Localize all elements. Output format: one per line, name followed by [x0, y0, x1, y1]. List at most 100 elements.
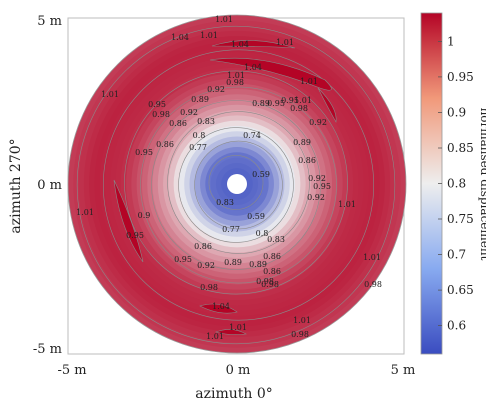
contour-line: [151, 100, 321, 270]
contour-label: 0.98: [290, 104, 308, 113]
contour-label: 0.98: [261, 280, 279, 289]
contour-label: 0.59: [252, 170, 270, 179]
contour-line: [194, 140, 283, 230]
contour-label: 0.92: [308, 174, 326, 183]
contour-line: [103, 49, 374, 321]
contour-label: 0.98: [226, 78, 244, 87]
contour-label: 0.86: [263, 267, 281, 276]
contour-label: 0.8: [193, 131, 206, 140]
center-hole: [227, 174, 247, 194]
x-tick-label: -5 m: [57, 363, 86, 378]
contour-label: 1.01: [294, 96, 312, 105]
x-tick-label: 0 m: [226, 363, 251, 378]
colorbar-tick-label: 0.9: [447, 106, 466, 120]
contour-label: 0.89: [252, 99, 270, 108]
contour-boundary: [67, 14, 407, 354]
x-tick-label: 5 m: [391, 363, 416, 378]
contour-label: 0.89: [191, 95, 209, 104]
x-axis-label: azimuth 0°: [195, 386, 273, 402]
lobe-right-upper: [317, 87, 337, 123]
axes: -5 m 0 m 5 m 5 m 0 m -5 m azimuth 0° azi…: [8, 14, 415, 402]
contour-line: [76, 25, 396, 345]
contour-label: 0.92: [309, 118, 327, 127]
plot-area: 1.011.04 1.011.04 1.011.011.041.010.98 1.01…: [67, 14, 407, 355]
contour-label: 0.86: [169, 119, 187, 128]
colorbar-tick-label: 0.65: [447, 283, 474, 297]
contour-label: 1.04: [244, 63, 262, 72]
contour-label: 0.95: [148, 100, 166, 109]
contour-label: 0.95: [174, 255, 192, 264]
y-tick-label: 5 m: [37, 14, 62, 29]
contour-label: 0.89: [293, 138, 311, 147]
contour-label: 0.95: [126, 231, 144, 240]
contour-label: 0.86: [263, 252, 281, 261]
contour-label: 0.74: [243, 131, 261, 140]
contour-label: 0.9: [138, 211, 151, 220]
contour-line: [140, 86, 337, 284]
contour-line: [208, 155, 264, 210]
colorbar: 0.6 0.65 0.7 0.75 0.8 0.85 0.9 0.95 1 normalised…: [420, 12, 486, 355]
contour-label: 1.01: [200, 31, 218, 40]
colorbar-tick-label: 1: [447, 34, 455, 48]
contour-label: 1.04: [171, 33, 189, 42]
contour-label: 0.95: [267, 99, 285, 108]
contour-label: 0.98: [256, 277, 274, 286]
contour-label: 1.01: [363, 253, 381, 262]
contour-label: 1.01: [227, 71, 245, 80]
colorbar-tick-label: 0.6: [447, 319, 466, 333]
lobe-top: [211, 40, 296, 49]
contour-label: 0.92: [197, 261, 215, 270]
colorbar-tick-label: 0.85: [447, 141, 474, 155]
contour-label: 1.01: [300, 77, 318, 86]
contour-label: 0.86: [156, 140, 174, 149]
contour-label: 0.98: [291, 330, 309, 339]
contour-line: [167, 111, 310, 254]
contour-label: 0.98: [152, 110, 170, 119]
contour-label: 1.01: [215, 15, 233, 24]
contour-labels: 1.011.04 1.011.04 1.011.011.041.010.98 1.01…: [76, 15, 382, 341]
contour-label: 0.86: [298, 156, 316, 165]
contour-label: 0.89: [249, 260, 267, 269]
contour-line: [178, 127, 294, 243]
colorbar-tick-label: 0.75: [447, 212, 474, 226]
contour-label: 1.01: [76, 208, 94, 217]
contour-label: 0.83: [216, 198, 234, 207]
lobe-left: [113, 179, 144, 263]
contour-label: 0.77: [222, 225, 240, 234]
lobe-upper: [209, 57, 332, 91]
contour-label: 0.59: [247, 212, 265, 221]
contour-label: 0.92: [180, 108, 198, 117]
contour-label: 0.95: [281, 96, 299, 105]
contour-label: 0.98: [364, 280, 382, 289]
contour-label: 0.92: [207, 85, 225, 94]
lobe-bottom: [199, 303, 238, 314]
contour-label: 0.83: [267, 235, 285, 244]
contour-label: 0.98: [200, 283, 218, 292]
contour-label: 0.95: [313, 182, 331, 191]
contour-label: 1.01: [293, 316, 311, 325]
contour-label: 1.01: [101, 90, 119, 99]
y-tick-label: -5 m: [33, 342, 62, 357]
contour-label: 0.77: [189, 143, 207, 152]
contour-label: 1.04: [231, 40, 249, 49]
contour-label: 0.8: [256, 229, 269, 238]
contour-label: 0.95: [135, 148, 153, 157]
contour-label: 0.89: [224, 258, 242, 267]
y-axis-label: azimuth 270°: [8, 138, 24, 233]
colorbar-tick-label: 0.7: [447, 248, 466, 262]
contour-label: 1.01: [276, 38, 294, 47]
contour-label: 1.01: [229, 323, 247, 332]
lobe-bottom-small: [215, 329, 247, 335]
colorbar-label: normalised displacement: [478, 108, 486, 261]
colorbar-tick-label: 0.8: [447, 177, 466, 191]
colorbar-ticks: 0.6 0.65 0.7 0.75 0.8 0.85 0.9 0.95 1: [438, 34, 474, 333]
contour-label: 0.83: [197, 117, 215, 126]
contour-label: 1.04: [212, 302, 230, 311]
contour-line: [124, 70, 348, 295]
high-value-lobes: [113, 40, 337, 335]
colorbar-tick-label: 0.95: [447, 70, 474, 84]
contour-label: 1.01: [206, 332, 224, 341]
contour-label: 0.92: [307, 193, 325, 202]
contour-label: 0.86: [194, 242, 212, 251]
